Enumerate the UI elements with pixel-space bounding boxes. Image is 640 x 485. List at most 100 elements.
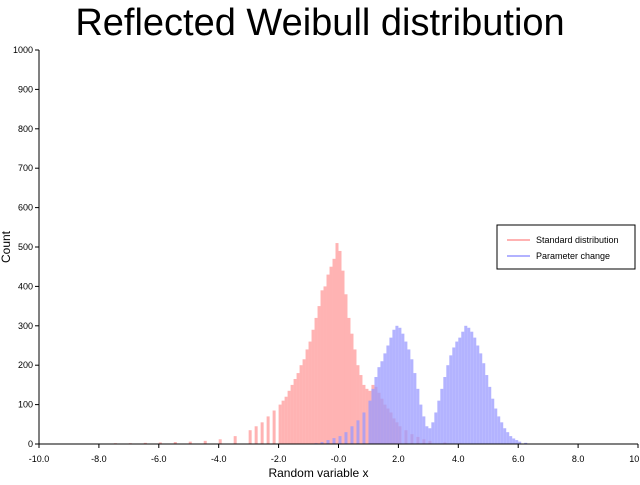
histogram-bar-s1-b10	[371, 389, 374, 444]
histogram-bar-s0-b12	[267, 416, 270, 444]
x-tick-label: 4.0	[452, 454, 465, 464]
histogram-bar-s1-b40	[461, 332, 464, 444]
histogram-bar-s0-b16	[285, 397, 288, 444]
histogram-bar-s1-b42	[467, 328, 470, 444]
y-tick-label: 300	[18, 321, 33, 331]
y-tick-label: 600	[18, 203, 33, 213]
histogram-bar-s1-b15	[386, 346, 389, 445]
histogram-bar-s1-b27	[422, 416, 425, 444]
histogram-bar-s1-b22	[407, 349, 410, 444]
histogram-bar-s1-b31	[434, 412, 437, 444]
x-tick-label: -0.0	[331, 454, 347, 464]
y-tick-label: 200	[18, 360, 33, 370]
histogram-bar-s1-b39	[458, 338, 461, 444]
histogram-bar-s0-b13	[273, 411, 276, 444]
histogram-bar-s0-b20	[297, 373, 300, 444]
histogram-bar-s1-b29	[428, 428, 431, 444]
y-tick-label: 100	[18, 400, 33, 410]
x-tick-label: 6.0	[512, 454, 525, 464]
x-tick-label: 10.0	[629, 454, 640, 464]
y-tick-label: 500	[18, 242, 33, 252]
histogram-bar-s1-b48	[485, 375, 488, 444]
histogram-bar-s1-b47	[482, 363, 485, 444]
histogram-bar-s1-b57	[512, 438, 515, 444]
histogram-bar-s0-b17	[288, 391, 291, 444]
histogram-bar-s1-b21	[404, 342, 407, 444]
histogram-bar-s0-b35	[342, 271, 345, 444]
histogram-bar-s1-b6	[350, 426, 353, 444]
chart-title: Reflected Weibull distribution	[0, 0, 640, 46]
histogram-bar-s1-b41	[464, 326, 467, 444]
histogram-bar-s1-b44	[473, 338, 476, 444]
histogram-bar-s1-b23	[410, 359, 413, 444]
legend-box	[497, 225, 635, 269]
histogram-bar-s1-b2	[327, 440, 330, 444]
histogram-bar-s1-b54	[503, 428, 506, 444]
histogram-bar-s0-b32	[333, 259, 336, 444]
histogram-bar-s0-b39	[353, 349, 356, 444]
histogram-bar-s0-b8	[234, 436, 237, 444]
histogram-bar-s0-b31	[330, 267, 333, 444]
histogram-bar-s1-b24	[413, 373, 416, 444]
histogram-bar-s1-b7	[356, 420, 359, 444]
histogram-bar-s1-b4	[339, 436, 342, 444]
histogram-bar-s1-b35	[446, 365, 449, 444]
histogram-bar-s1-b33	[440, 389, 443, 444]
histogram-bar-s1-b5	[344, 432, 347, 444]
legend-entry: Standard distribution	[536, 235, 619, 245]
histogram-bar-s0-b26	[315, 318, 318, 444]
legend-entry: Parameter change	[536, 251, 610, 261]
histogram-bar-s1-b34	[443, 377, 446, 444]
histogram-bar-s0-b22	[303, 359, 306, 444]
histogram-bar-s0-b27	[318, 306, 321, 444]
x-tick-label: 2.0	[392, 454, 405, 464]
histogram-bar-s0-b7	[219, 439, 222, 444]
histogram-bar-s0-b10	[255, 426, 258, 444]
y-tick-label: 0	[28, 439, 33, 449]
histogram-bar-s0-b21	[300, 365, 303, 444]
histogram-bar-s0-b34	[339, 251, 342, 444]
x-tick-label: -8.0	[91, 454, 107, 464]
histogram-bar-s0-b33	[336, 243, 339, 444]
histogram-bar-s1-b32	[437, 401, 440, 444]
histogram-bar-s0-b18	[291, 385, 294, 444]
y-tick-label: 800	[18, 124, 33, 134]
histogram-bar-s1-b58	[515, 440, 518, 444]
histogram-bar-s1-b19	[398, 328, 401, 444]
histogram-bar-s1-b8	[362, 412, 365, 444]
histogram-bar-s1-b16	[389, 338, 392, 444]
histogram-bar-s0-b36	[344, 294, 347, 444]
histogram-bar-s1-b50	[491, 399, 494, 444]
histogram-bar-s1-b36	[449, 355, 452, 444]
histogram-bar-s0-b41	[359, 375, 362, 444]
histogram-bar-s0-b9	[249, 430, 252, 444]
x-tick-label: -4.0	[211, 454, 227, 464]
histogram-bar-s1-b55	[506, 432, 509, 444]
histogram-bar-s0-b29	[324, 286, 327, 444]
x-axis-label: Random variable x	[268, 466, 368, 480]
x-tick-label: 8.0	[572, 454, 585, 464]
histogram-bar-s1-b3	[333, 438, 336, 444]
histogram-bar-s1-b43	[470, 332, 473, 444]
histogram-bar-s1-b52	[497, 416, 500, 444]
histogram-bar-s1-b28	[425, 426, 428, 444]
histogram-bar-s1-b25	[416, 389, 419, 444]
histogram-bar-s0-b25	[312, 330, 315, 444]
y-tick-label: 700	[18, 163, 33, 173]
histogram-bar-s0-b15	[282, 401, 285, 444]
histogram-bar-s1-b53	[500, 422, 503, 444]
histogram-bar-s1-b12	[377, 367, 380, 444]
histogram-bar-s0-b24	[309, 342, 312, 444]
histogram-bar-s1-b49	[488, 387, 491, 444]
y-axis-label: Count	[0, 230, 13, 263]
histogram-bar-s1-b46	[479, 353, 482, 444]
histogram-bar-s1-b11	[374, 377, 377, 444]
x-tick-label: -6.0	[151, 454, 167, 464]
histogram-bar-s1-b37	[452, 347, 455, 444]
y-tick-label: 900	[18, 84, 33, 94]
histogram-bar-s1-b17	[392, 330, 395, 444]
histogram-bar-s1-b56	[509, 436, 512, 444]
histogram-bar-s1-b13	[380, 361, 383, 444]
